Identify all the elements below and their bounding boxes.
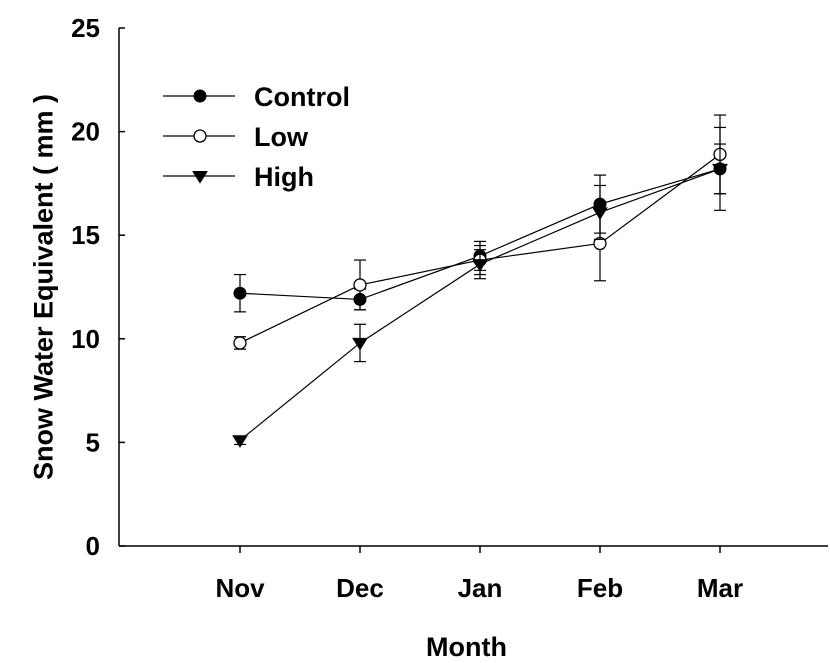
x-ticks: Nov Dec Jan Feb Mar (215, 546, 743, 603)
x-tick-label-mar: Mar (697, 573, 743, 603)
y-tick-label-5: 25 (71, 13, 100, 43)
point-low-dec (353, 278, 367, 292)
legend: Control Low High (163, 82, 350, 192)
legend-item-low: Low (163, 122, 309, 152)
series-line-high (239, 168, 721, 441)
y-tick-label-0: 0 (86, 531, 100, 561)
legend-marker-high (192, 170, 208, 184)
point-high-feb (592, 207, 608, 221)
x-tick-label-nov: Nov (215, 573, 265, 603)
point-high-mar (712, 163, 728, 177)
series-high (232, 126, 728, 448)
y-axis-title: Snow Water Equivalent ( mm ) (28, 94, 58, 480)
legend-item-control: Control (163, 82, 350, 112)
y-tick-label-2: 10 (71, 324, 100, 354)
x-axis-title: Month (426, 632, 507, 662)
point-high-dec (352, 337, 368, 351)
point-high-jan (472, 259, 488, 272)
y-tick-label-3: 15 (71, 220, 100, 250)
legend-label-control: Control (254, 82, 350, 112)
point-high-nov (232, 435, 248, 448)
legend-item-high: High (163, 162, 314, 192)
point-low-nov (233, 336, 247, 350)
series-layer (232, 114, 728, 448)
y-tick-label-1: 5 (86, 427, 100, 457)
x-tick-label-jan: Jan (458, 573, 503, 603)
y-tick-label-4: 20 (71, 117, 100, 147)
axes (118, 28, 828, 547)
legend-marker-control (193, 89, 207, 103)
y-ticks: 0 5 10 15 20 25 (71, 13, 125, 561)
legend-marker-low (193, 129, 207, 143)
legend-label-low: Low (254, 122, 309, 152)
x-tick-label-dec: Dec (336, 573, 384, 603)
point-control-nov (233, 286, 247, 300)
x-tick-label-feb: Feb (577, 573, 623, 603)
legend-label-high: High (254, 162, 314, 192)
